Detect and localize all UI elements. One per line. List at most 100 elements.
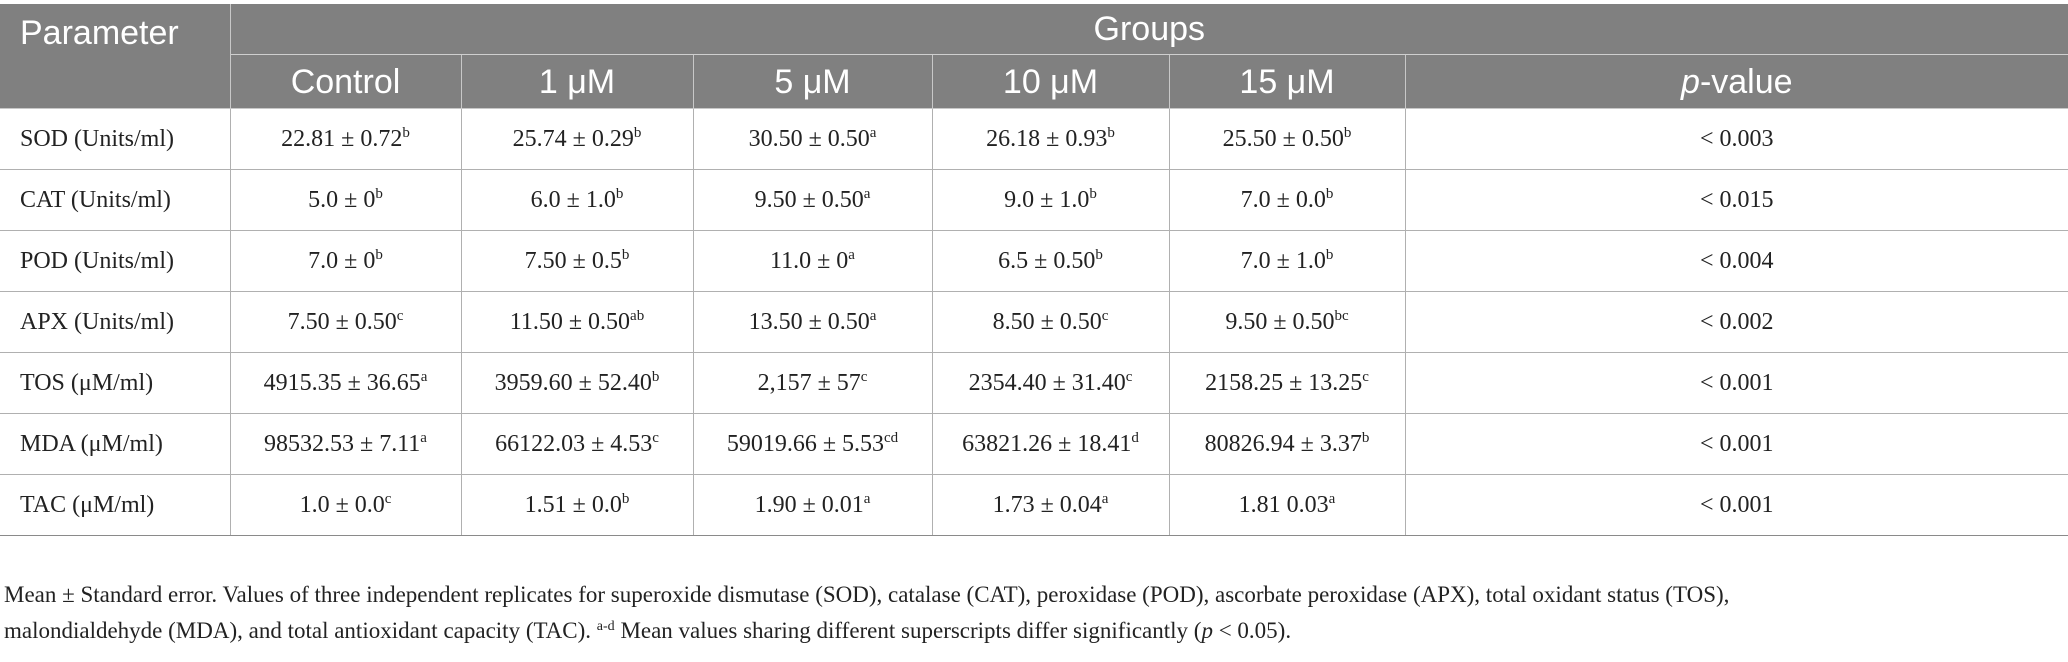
value-cell: 66122.03 ± 4.53c — [461, 413, 694, 475]
value-cell: 22.81 ± 0.72b — [230, 108, 462, 170]
cell-superscript: b — [621, 490, 630, 507]
value-cell: 11.50 ± 0.50ab — [461, 291, 694, 353]
cell-superscript: b — [633, 124, 642, 141]
header-row-columns: Control 1 μM 5 μM 10 μM 15 μM p-value — [0, 54, 2068, 109]
table-row: TOS (μM/ml) 4915.35 ± 36.65a 3959.60 ± 52.… — [0, 352, 2068, 414]
p-value-cell: < 0.003 — [1405, 108, 2068, 170]
header-row-top: Parameter Groups — [0, 4, 2068, 109]
table-body: SOD (Units/ml) 22.81 ± 0.72b 25.74 ± 0.29b… — [0, 108, 2068, 536]
cell-value: 7.0 ± 0.0 — [1240, 186, 1326, 213]
value-cell: 7.50 ± 0.50c — [230, 291, 462, 353]
cell-superscript: c — [860, 368, 868, 385]
cell-value: 2,157 ± 57 — [757, 369, 861, 396]
cell-value: 26.18 ± 0.93 — [986, 125, 1108, 152]
cell-value: 59019.66 ± 5.53 — [726, 430, 884, 457]
p-value-cell: < 0.004 — [1405, 230, 2068, 292]
cell-value: 7.0 ± 0 — [308, 247, 376, 274]
value-cell: 6.5 ± 0.50b — [932, 230, 1170, 292]
column-header: 10 μM — [932, 54, 1170, 109]
cell-value: 4915.35 ± 36.65 — [263, 369, 421, 396]
value-cell: 7.0 ± 0b — [230, 230, 462, 292]
value-cell: 7.0 ± 0.0b — [1169, 169, 1406, 231]
cell-superscript: a — [869, 307, 877, 324]
p-value-cell: < 0.001 — [1405, 352, 2068, 414]
value-cell: 80826.94 ± 3.37b — [1169, 413, 1406, 475]
cell-superscript: cd — [884, 429, 899, 446]
cell-value: 11.0 ± 0 — [770, 247, 849, 274]
cell-superscript: c — [1101, 307, 1109, 324]
footnote-superscript: a-d — [596, 619, 615, 634]
value-cell: 30.50 ± 0.50a — [693, 108, 933, 170]
parameter-cell: TOS (μM/ml) — [0, 352, 231, 414]
column-header: 15 μM — [1169, 54, 1406, 109]
value-cell: 9.50 ± 0.50a — [693, 169, 933, 231]
cell-superscript: a — [863, 490, 871, 507]
cell-superscript: a — [1101, 490, 1109, 507]
cell-superscript: c — [1362, 368, 1369, 385]
value-cell: 63821.26 ± 18.41d — [932, 413, 1170, 475]
cell-value: 9.50 ± 0.50 — [754, 186, 864, 213]
value-cell: 1.51 ± 0.0b — [461, 474, 694, 536]
footnote-line-2: malondialdehyde (MDA), and total antioxi… — [4, 613, 2062, 649]
value-cell: 3959.60 ± 52.40b — [461, 352, 694, 414]
p-value-cell: < 0.002 — [1405, 291, 2068, 353]
value-cell: 2158.25 ± 13.25c — [1169, 352, 1406, 414]
parameter-cell: APX (Units/ml) — [0, 291, 231, 353]
cell-value: 66122.03 ± 4.53 — [495, 430, 653, 457]
results-table: Parameter Groups Control 1 μM 5 μM 10 μM 15 … — [0, 4, 2068, 536]
cell-superscript: b — [1361, 429, 1370, 446]
footnote-text-c: < 0.05). — [1212, 618, 1292, 643]
cell-superscript: a — [848, 246, 855, 263]
column-header: 1 μM — [461, 54, 694, 109]
table-footnote: Mean ± Standard error. Values of three i… — [4, 577, 2062, 649]
parameter-cell: TAC (μM/ml) — [0, 474, 231, 536]
table-row: MDA (μM/ml) 98532.53 ± 7.11a 66122.03 ± 4.… — [0, 413, 2068, 475]
value-cell: 7.0 ± 1.0b — [1169, 230, 1406, 292]
cell-superscript: a — [1328, 490, 1336, 507]
cell-value: 7.0 ± 1.0 — [1240, 247, 1326, 274]
table-header: Parameter Groups Control 1 μM 5 μM 10 μM 15 … — [0, 4, 2068, 109]
value-cell: 26.18 ± 0.93b — [932, 108, 1170, 170]
cell-value: 9.0 ± 1.0 — [1004, 186, 1090, 213]
cell-superscript: d — [1131, 429, 1139, 446]
groups-header: Groups — [230, 4, 2068, 55]
cell-superscript: b — [375, 185, 383, 202]
cell-superscript: c — [396, 307, 404, 324]
cell-value: 6.5 ± 0.50 — [998, 247, 1096, 274]
footnote-p-symbol: p — [1201, 618, 1213, 643]
parameter-cell: SOD (Units/ml) — [0, 108, 231, 170]
table-row: TAC (μM/ml) 1.0 ± 0.0c 1.51 ± 0.0b 1.90 ± 0… — [0, 474, 2068, 536]
p-value-cell: < 0.015 — [1405, 169, 2068, 231]
table-row: APX (Units/ml) 7.50 ± 0.50c 11.50 ± 0.50ab… — [0, 291, 2068, 353]
parameter-cell: MDA (μM/ml) — [0, 413, 231, 475]
p-value-cell: < 0.001 — [1405, 413, 2068, 475]
cell-superscript: b — [1107, 124, 1115, 141]
cell-value: 5.0 ± 0 — [308, 186, 376, 213]
value-cell: 98532.53 ± 7.11a — [230, 413, 462, 475]
cell-value: 25.74 ± 0.29 — [512, 125, 634, 152]
column-header-italic: p — [1681, 63, 1700, 101]
cell-superscript: c — [1125, 368, 1133, 385]
value-cell: 8.50 ± 0.50c — [932, 291, 1170, 353]
cell-superscript: a — [869, 124, 877, 141]
value-cell: 4915.35 ± 36.65a — [230, 352, 462, 414]
table-row: POD (Units/ml) 7.0 ± 0b 7.50 ± 0.5b 11.0 ± … — [0, 230, 2068, 292]
value-cell: 2,157 ± 57c — [693, 352, 933, 414]
cell-superscript: ab — [630, 307, 645, 324]
column-header-label: 1 μM — [538, 63, 616, 101]
cell-superscript: b — [1089, 185, 1097, 202]
cell-value: 13.50 ± 0.50 — [748, 308, 870, 335]
cell-superscript: b — [621, 246, 630, 263]
value-cell: 6.0 ± 1.0b — [461, 169, 694, 231]
footnote-text-b: Mean values sharing different superscrip… — [614, 618, 1202, 643]
cell-superscript: b — [375, 246, 383, 263]
cell-value: 7.50 ± 0.5 — [524, 247, 622, 274]
column-header-label: 15 μM — [1239, 63, 1335, 101]
parameter-cell: POD (Units/ml) — [0, 230, 231, 292]
cell-value: 2354.40 ± 31.40 — [968, 369, 1126, 396]
column-header: p-value — [1405, 54, 2068, 109]
column-header-label: Control — [290, 63, 401, 101]
cell-value: 1.81 0.03 — [1238, 491, 1329, 518]
cell-value: 80826.94 ± 3.37 — [1204, 430, 1362, 457]
cell-superscript: b — [1095, 246, 1103, 263]
